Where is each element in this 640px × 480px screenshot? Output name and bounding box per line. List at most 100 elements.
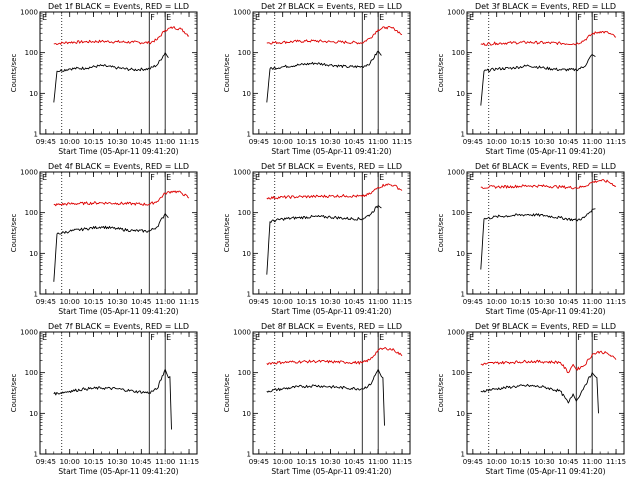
panel-2: Det 2f BLACK = Events, RED = LLD 1 10 100 10… bbox=[223, 2, 412, 156]
x-tick-label: 10:15 bbox=[83, 298, 103, 306]
x-tick-label: 10:45 bbox=[558, 138, 578, 146]
y-tick-label: 10 bbox=[242, 250, 251, 258]
x-tick-label: 10:15 bbox=[510, 298, 530, 306]
panel-title: Det 2f BLACK = Events, RED = LLD bbox=[261, 2, 402, 11]
x-tick-label: 09:45 bbox=[36, 458, 56, 466]
x-tick-label: 09:45 bbox=[463, 138, 483, 146]
series-line-red bbox=[266, 183, 403, 200]
series-line-red bbox=[266, 347, 403, 366]
x-tick-label: 10:30 bbox=[534, 458, 554, 466]
marker-label: E bbox=[255, 173, 260, 182]
panel-9: Det 9f BLACK = Events, RED = LLD 1 10 100 10… bbox=[437, 322, 626, 476]
panel-3: Det 3f BLACK = Events, RED = LLD 1 10 100 10… bbox=[437, 2, 626, 156]
y-axis-label: Counts/sec bbox=[223, 374, 231, 413]
x-tick-label: 11:00 bbox=[368, 138, 388, 146]
y-tick-label: 10 bbox=[29, 250, 38, 258]
series-line-black bbox=[53, 213, 169, 282]
plot-frame bbox=[39, 11, 198, 135]
y-tick-label: 100 bbox=[452, 209, 465, 217]
y-tick-label: 1000 bbox=[447, 9, 465, 17]
x-tick-label: 10:45 bbox=[131, 298, 151, 306]
y-tick-label: 100 bbox=[25, 209, 38, 217]
marker-label: F bbox=[363, 173, 368, 182]
marker-label: F bbox=[577, 333, 582, 342]
x-tick-label: 09:45 bbox=[36, 138, 56, 146]
x-tick-label: 11:00 bbox=[155, 298, 175, 306]
series-line-black bbox=[480, 208, 596, 270]
plot-frame bbox=[252, 331, 411, 455]
series-line-red bbox=[53, 190, 190, 207]
x-tick-label: 10:15 bbox=[510, 458, 530, 466]
x-tick-label: 09:45 bbox=[249, 458, 269, 466]
x-tick-label: 10:30 bbox=[107, 138, 127, 146]
y-tick-label: 100 bbox=[25, 49, 38, 57]
x-tick-label: 11:00 bbox=[368, 458, 388, 466]
series-line-red bbox=[266, 25, 403, 45]
y-tick-label: 1000 bbox=[447, 169, 465, 177]
x-tick-label: 10:00 bbox=[273, 298, 293, 306]
panel-6: Det 6f BLACK = Events, RED = LLD 1 10 100 10… bbox=[437, 162, 626, 316]
x-tick-label: 10:00 bbox=[487, 458, 507, 466]
y-axis-label: Counts/sec bbox=[437, 54, 445, 93]
x-tick-label: 10:45 bbox=[558, 458, 578, 466]
y-tick-label: 1 bbox=[247, 291, 251, 299]
x-tick-label: 11:15 bbox=[179, 138, 199, 146]
y-tick-label: 1 bbox=[34, 451, 38, 459]
plot-frame bbox=[466, 331, 625, 455]
x-tick-label: 10:00 bbox=[273, 138, 293, 146]
y-tick-label: 1 bbox=[461, 291, 465, 299]
marker-label: E bbox=[42, 333, 47, 342]
y-tick-label: 100 bbox=[25, 369, 38, 377]
marker-label: F bbox=[150, 173, 155, 182]
y-axis-label: Counts/sec bbox=[10, 374, 18, 413]
x-tick-label: 11:00 bbox=[368, 298, 388, 306]
x-tick-label: 10:30 bbox=[320, 298, 340, 306]
y-axis-label: Counts/sec bbox=[437, 374, 445, 413]
x-tick-label: 11:15 bbox=[606, 458, 626, 466]
marker-label: F bbox=[363, 333, 368, 342]
x-tick-label: 10:45 bbox=[131, 458, 151, 466]
x-tick-label: 09:45 bbox=[249, 138, 269, 146]
x-tick-label: 09:45 bbox=[463, 458, 483, 466]
marker-label: E bbox=[379, 13, 384, 22]
panel-7: Det 7f BLACK = Events, RED = LLD 1 10 100 10… bbox=[10, 322, 199, 476]
x-tick-label: 10:15 bbox=[510, 138, 530, 146]
x-tick-label: 10:15 bbox=[83, 458, 103, 466]
x-tick-label: 10:00 bbox=[60, 298, 80, 306]
x-tick-label: 10:30 bbox=[534, 298, 554, 306]
marker-label: F bbox=[577, 173, 582, 182]
x-tick-label: 11:15 bbox=[392, 458, 412, 466]
x-axis-label: Start Time (05-Apr-11 09:41:20) bbox=[485, 147, 605, 156]
series-line-black bbox=[266, 205, 382, 275]
marker-label: E bbox=[255, 13, 260, 22]
x-axis-label: Start Time (05-Apr-11 09:41:20) bbox=[271, 467, 391, 476]
panel-title: Det 3f BLACK = Events, RED = LLD bbox=[475, 2, 616, 11]
y-axis-label: Counts/sec bbox=[10, 214, 18, 253]
x-tick-label: 11:15 bbox=[606, 138, 626, 146]
x-tick-label: 10:45 bbox=[558, 298, 578, 306]
y-tick-label: 1000 bbox=[20, 329, 38, 337]
marker-label: E bbox=[166, 13, 171, 22]
x-tick-label: 11:00 bbox=[582, 138, 602, 146]
x-axis-label: Start Time (05-Apr-11 09:41:20) bbox=[271, 147, 391, 156]
x-tick-label: 09:45 bbox=[463, 298, 483, 306]
x-tick-label: 11:00 bbox=[155, 458, 175, 466]
x-tick-label: 11:15 bbox=[179, 458, 199, 466]
x-tick-label: 10:15 bbox=[296, 298, 316, 306]
y-tick-label: 100 bbox=[238, 49, 251, 57]
marker-label: E bbox=[593, 13, 598, 22]
plot-frame bbox=[466, 171, 625, 295]
x-tick-label: 09:45 bbox=[36, 298, 56, 306]
x-tick-label: 10:30 bbox=[320, 458, 340, 466]
y-axis-label: Counts/sec bbox=[223, 214, 231, 253]
panel-title: Det 4f BLACK = Events, RED = LLD bbox=[48, 162, 189, 171]
marker-label: E bbox=[166, 333, 171, 342]
x-axis-label: Start Time (05-Apr-11 09:41:20) bbox=[58, 307, 178, 316]
y-tick-label: 1000 bbox=[20, 169, 38, 177]
y-tick-label: 10 bbox=[29, 90, 38, 98]
y-tick-label: 100 bbox=[238, 369, 251, 377]
y-tick-label: 1 bbox=[461, 131, 465, 139]
plot-frame bbox=[39, 331, 198, 455]
y-tick-label: 1 bbox=[247, 131, 251, 139]
y-tick-label: 1 bbox=[34, 291, 38, 299]
